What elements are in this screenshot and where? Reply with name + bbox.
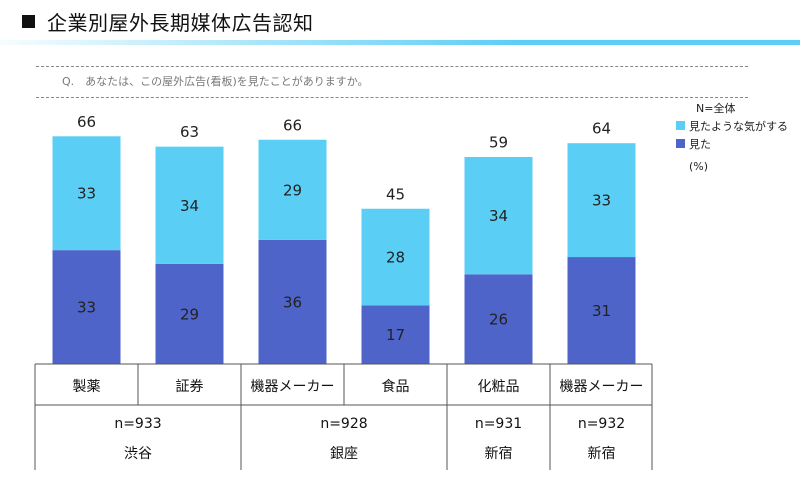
value-label-saw-3: 17 [386,326,405,344]
value-label-maybe-saw-5: 33 [592,192,611,210]
group-sample-0: n=933 [114,416,161,432]
total-label-2: 66 [283,116,302,134]
total-label-1: 63 [180,123,199,141]
title-row: 企業別屋外長期媒体広告認知 [22,6,314,36]
bar-maybe-saw-4 [464,157,533,275]
bar-saw-2 [258,239,327,364]
total-label-0: 66 [77,113,96,131]
question-divider-top [36,66,748,67]
bar-saw-1 [155,263,224,364]
value-label-maybe-saw-2: 29 [283,181,302,199]
legend-item-maybe-saw: 見たような気がする [676,118,788,133]
question-text: Q. あなたは、この屋外広告(看板)を見たことがありますか。 [62,75,369,88]
group-sample-2: n=931 [475,416,522,432]
group-sample-1: n=928 [320,416,367,432]
group-location-3: 新宿 [588,445,616,462]
value-label-saw-1: 29 [180,305,199,323]
value-label-maybe-saw-0: 33 [77,185,96,203]
category-label-5: 機器メーカー [560,379,644,395]
category-label-4: 化粧品 [478,379,520,395]
legend-label-saw: 見た [689,137,711,151]
chart-legend: 見たような気がする 見た [676,118,788,154]
title-underline [0,40,800,45]
question-divider-bottom [36,97,748,98]
bar-saw-3 [361,305,430,364]
bar-maybe-saw-2 [258,139,327,240]
legend-item-saw: 見た [676,136,788,151]
legend-label-maybe-saw: 見たような気がする [689,119,788,133]
category-label-2: 機器メーカー [251,379,335,395]
bar-maybe-saw-0 [52,136,121,251]
value-label-saw-5: 31 [592,302,611,320]
value-label-saw-0: 33 [77,299,96,317]
legend-swatch-saw [676,139,685,148]
value-label-saw-2: 36 [283,293,302,311]
group-location-0: 渋谷 [124,446,152,462]
category-label-0: 製薬 [73,379,101,395]
category-label-3: 食品 [382,378,410,395]
legend-swatch-maybe-saw [676,121,685,130]
total-label-4: 59 [489,134,508,152]
page-title: 企業別屋外長期媒体広告認知 [47,10,314,35]
value-label-saw-4: 26 [489,311,508,329]
unit-label: (%) [689,160,709,173]
square-bullet-icon [22,14,35,28]
bar-maybe-saw-3 [361,208,430,306]
group-location-1: 銀座 [330,446,358,462]
category-label-1: 証券 [176,379,204,395]
bar-maybe-saw-1 [155,146,224,264]
total-label-5: 64 [592,120,611,138]
bar-saw-4 [464,274,533,364]
group-location-2: 新宿 [485,445,513,462]
value-label-maybe-saw-1: 34 [180,197,199,215]
bar-saw-0 [52,250,121,364]
value-label-maybe-saw-3: 28 [386,249,405,267]
value-label-maybe-saw-4: 34 [489,207,508,225]
group-sample-3: n=932 [578,416,625,432]
n-total-label: N=全体 [696,102,736,115]
total-label-3: 45 [386,185,405,203]
bar-saw-5 [567,257,636,364]
bar-maybe-saw-5 [567,143,636,258]
